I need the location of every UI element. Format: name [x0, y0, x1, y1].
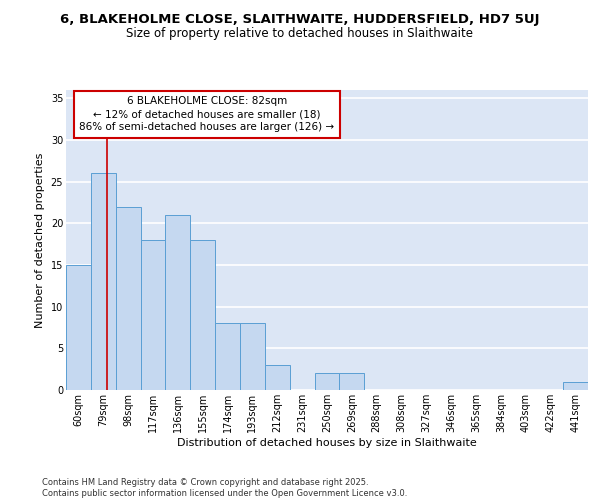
Bar — [314, 374, 340, 390]
Bar — [116, 206, 140, 390]
Bar — [91, 174, 116, 390]
Bar — [166, 215, 190, 390]
X-axis label: Distribution of detached houses by size in Slaithwaite: Distribution of detached houses by size … — [177, 438, 477, 448]
Bar — [140, 240, 166, 390]
Y-axis label: Number of detached properties: Number of detached properties — [35, 152, 45, 328]
Bar — [215, 324, 240, 390]
Bar — [240, 324, 265, 390]
Bar — [265, 365, 290, 390]
Bar — [340, 374, 364, 390]
Bar — [66, 265, 91, 390]
Text: Contains HM Land Registry data © Crown copyright and database right 2025.
Contai: Contains HM Land Registry data © Crown c… — [42, 478, 407, 498]
Bar — [190, 240, 215, 390]
Text: Size of property relative to detached houses in Slaithwaite: Size of property relative to detached ho… — [127, 28, 473, 40]
Bar — [563, 382, 588, 390]
Text: 6 BLAKEHOLME CLOSE: 82sqm
← 12% of detached houses are smaller (18)
86% of semi-: 6 BLAKEHOLME CLOSE: 82sqm ← 12% of detac… — [79, 96, 335, 132]
Text: 6, BLAKEHOLME CLOSE, SLAITHWAITE, HUDDERSFIELD, HD7 5UJ: 6, BLAKEHOLME CLOSE, SLAITHWAITE, HUDDER… — [60, 12, 540, 26]
